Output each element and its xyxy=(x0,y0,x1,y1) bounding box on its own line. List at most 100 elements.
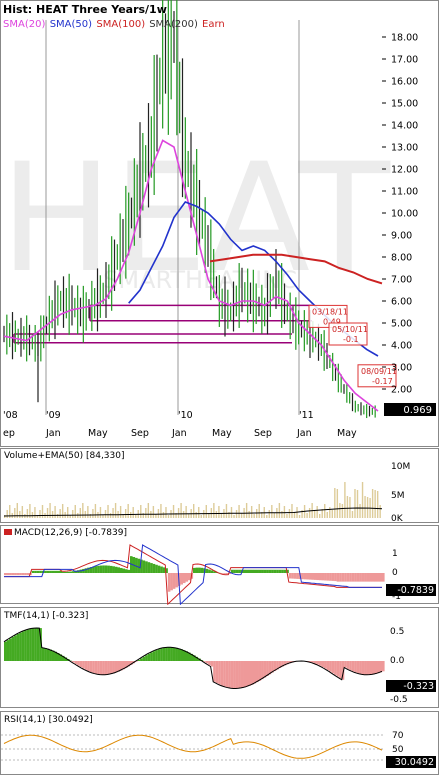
price-tick-label: 16.00 xyxy=(391,77,418,88)
volume-bar xyxy=(182,511,185,518)
tmf-area-bar xyxy=(213,661,216,682)
volume-bar xyxy=(102,515,104,518)
macd-hist-bar xyxy=(112,566,115,573)
macd-hist-bar xyxy=(51,570,55,573)
volume-bar xyxy=(319,514,321,518)
macd-hist-bar xyxy=(243,569,246,573)
macd-hist-bar xyxy=(14,573,17,576)
tmf-area-bar xyxy=(150,652,153,661)
tmf-area-bar xyxy=(223,661,226,687)
tmf-area-bar xyxy=(351,661,355,672)
price-tick-label: 14.00 xyxy=(391,121,418,132)
price-tick-label: 8.00 xyxy=(391,253,412,264)
volume-bar xyxy=(145,508,147,518)
tmf-area-bar xyxy=(308,661,312,662)
volume-bar xyxy=(336,489,339,518)
volume-bar xyxy=(331,510,333,518)
volume-bar xyxy=(213,503,215,518)
rsi-label-text: RSI(14,1) xyxy=(4,715,46,725)
volume-bar xyxy=(278,503,281,518)
macd-hist-bar xyxy=(135,557,138,573)
tmf-area-bar xyxy=(89,661,93,673)
tmf-area-bar xyxy=(155,650,158,661)
macd-hist-bar xyxy=(11,573,15,576)
volume-label: Volume+EMA(50) [84,330] xyxy=(4,451,125,461)
annotation-date: 05/10/11 xyxy=(332,325,368,334)
volume-bar xyxy=(114,503,117,518)
macd-hist-bar xyxy=(160,566,163,573)
volume-bar xyxy=(329,507,331,518)
tmf-area-bar xyxy=(271,661,274,673)
volume-bar xyxy=(288,509,291,518)
price-tick-label: 12.00 xyxy=(391,165,418,176)
legend: SMA(20) SMA(50) SMA(100) SMA(200) Earn xyxy=(3,19,225,30)
tmf-area-bar xyxy=(374,661,378,674)
tmf-area-bar xyxy=(334,661,337,675)
volume-bar xyxy=(187,514,190,518)
volume-bar xyxy=(74,505,76,518)
volume-bar xyxy=(291,504,293,518)
macd-tick-neg1: -1 xyxy=(392,592,401,602)
annotation-date: 08/09/11 xyxy=(361,367,397,376)
month-label: Jan xyxy=(45,428,61,439)
macd-panel-frame xyxy=(0,525,439,604)
volume-ema-line xyxy=(3,507,383,517)
volume-bar xyxy=(225,504,228,518)
volume-bar xyxy=(177,508,180,518)
price-tick-label: 6.00 xyxy=(391,297,412,308)
volume-bar xyxy=(157,509,160,518)
macd-tick-1: 1 xyxy=(392,549,398,559)
tmf-area-bar xyxy=(354,661,357,673)
tmf-area-bar xyxy=(51,650,55,661)
tmf-area-bar xyxy=(11,636,15,661)
macd-hist-bar xyxy=(122,568,126,573)
macd-hist-bar xyxy=(185,573,189,582)
volume-bar xyxy=(172,505,175,518)
volume-bar xyxy=(258,504,260,518)
volume-bar xyxy=(208,513,210,518)
volume-bar xyxy=(316,506,318,518)
volume-bar xyxy=(36,515,39,518)
volume-bar xyxy=(140,505,142,518)
volume-bar xyxy=(268,510,270,518)
macd-hist-bar xyxy=(170,573,173,591)
tmf-area-bar xyxy=(54,651,57,661)
tmf-last: -0.323 xyxy=(403,681,434,692)
volume-bar xyxy=(198,507,200,518)
tmf-area-bar xyxy=(316,661,320,665)
volume-bar xyxy=(248,511,250,518)
macd-hist-bar xyxy=(230,569,234,573)
annotation-box xyxy=(308,304,348,328)
macd-hist-bar xyxy=(334,573,337,582)
volume-bar xyxy=(119,506,122,518)
macd-hist-bar xyxy=(152,563,156,573)
tmf-area-bar xyxy=(253,661,257,684)
macd-hist-bar xyxy=(324,573,327,581)
macd-hist-bar xyxy=(117,567,120,573)
volume-bar xyxy=(104,510,107,518)
macd-hist-bar xyxy=(291,573,294,579)
volume-bar xyxy=(334,488,336,518)
volume-bar xyxy=(238,505,240,518)
tmf-tick-neg05: -0.5 xyxy=(390,695,408,705)
macd-hist-bar xyxy=(278,569,282,573)
tmf-area-bar xyxy=(276,661,279,670)
tmf-value: [-0.323] xyxy=(52,611,88,621)
volume-bar xyxy=(354,489,356,518)
price-tick-label: 15.00 xyxy=(391,99,418,110)
month-label: Jan xyxy=(296,428,312,439)
volume-bar xyxy=(14,508,16,518)
macd-hist-bar xyxy=(157,565,161,573)
macd-hist-bar xyxy=(6,573,10,576)
volume-bar xyxy=(69,515,71,518)
volume-bar xyxy=(293,512,296,518)
price-tick-label: 9.00 xyxy=(391,231,412,242)
tmf-area-bar xyxy=(119,661,123,671)
volume-bar xyxy=(235,510,238,518)
tmf-area-bar xyxy=(266,661,269,676)
legend-entry: SMA(20) xyxy=(3,19,45,30)
month-label: Jan xyxy=(171,428,187,439)
macd-hist-bar xyxy=(273,569,277,573)
